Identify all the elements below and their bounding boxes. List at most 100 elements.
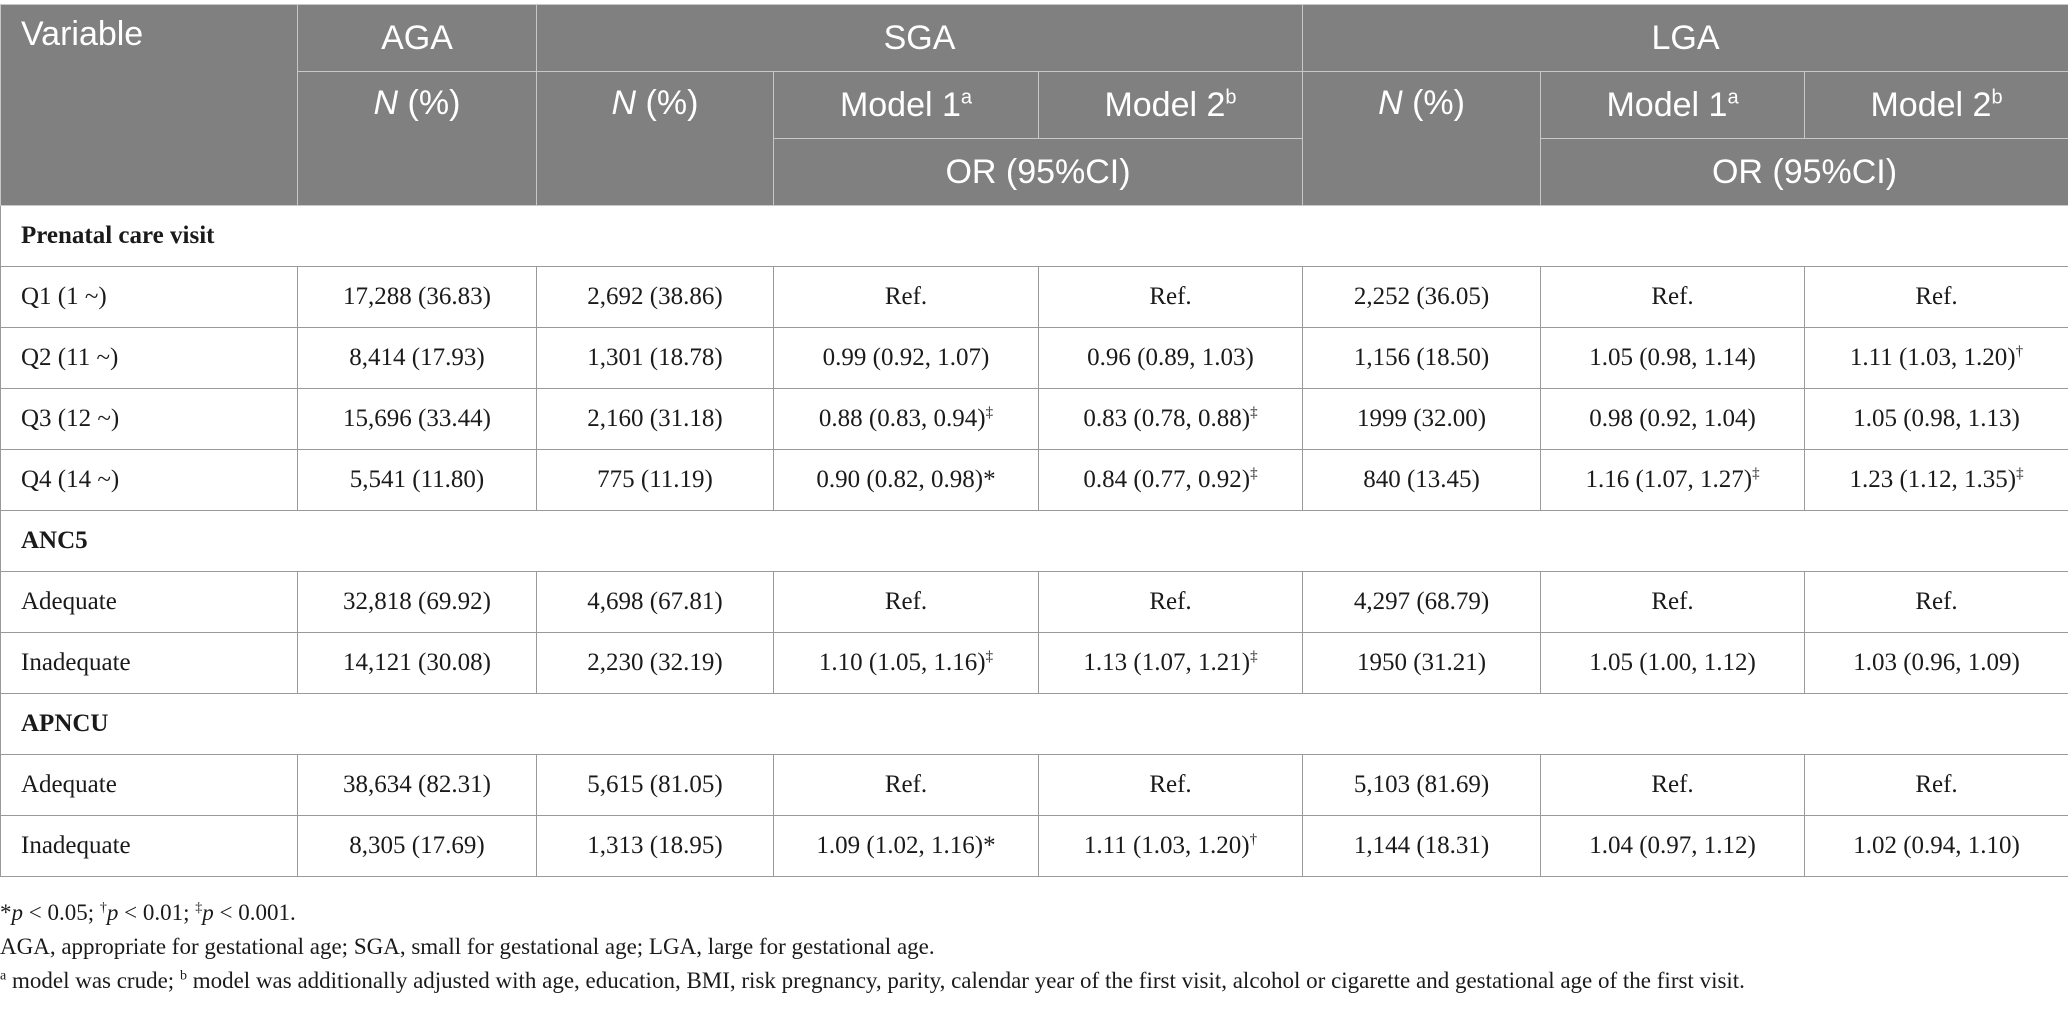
footnote-a-mark: a xyxy=(960,86,973,109)
significance-mark: ‡ xyxy=(1752,465,1760,482)
cell-value: 5,541 (11.80) xyxy=(349,466,485,493)
sga-n-cell: 1,313 (18.95) xyxy=(536,815,774,877)
cell-value: 0.88 (0.83, 0.94) xyxy=(818,405,986,432)
cell-value: 1.10 (1.05, 1.16) xyxy=(818,649,986,676)
cell-value: 14,121 (30.08) xyxy=(343,649,491,676)
sga-model2-header: Model 2b xyxy=(1037,71,1304,139)
cell-value: 1,301 (18.78) xyxy=(587,344,723,371)
sga-model1-cell: 0.90 (0.82, 0.98)* xyxy=(773,449,1039,511)
aga-n-cell: 8,414 (17.93) xyxy=(297,327,537,389)
sga-model2-cell: 0.83 (0.78, 0.88)‡ xyxy=(1037,388,1304,450)
lga-model2-cell: 1.05 (0.98, 1.13) xyxy=(1804,388,2068,450)
p2-threshold: < 0.01; xyxy=(118,900,196,925)
sga-n-cell: 1,301 (18.78) xyxy=(536,327,774,389)
significance-mark: ‡ xyxy=(2016,465,2024,482)
row-label: Adequate xyxy=(0,571,298,633)
aga-n-header: N (%) xyxy=(297,71,537,206)
lga-model2-cell: 1.02 (0.94, 1.10) xyxy=(1804,815,2068,877)
lga-n-cell: 5,103 (81.69) xyxy=(1302,754,1542,816)
lga-n-cell: 1,144 (18.31) xyxy=(1302,815,1542,877)
header-row-or: OR (95%CI) OR (95%CI) xyxy=(1,138,2068,206)
model-a-text: model was crude; xyxy=(6,968,180,993)
cell-value: 1.23 (1.12, 1.35) xyxy=(1849,466,2017,493)
cell-value: Ref. xyxy=(1915,588,1958,615)
sga-n-cell: 2,230 (32.19) xyxy=(536,632,774,694)
cell-value: 0.90 (0.82, 0.98)* xyxy=(816,466,996,493)
p2-mark: † xyxy=(99,900,107,916)
sga-header: SGA xyxy=(535,4,1304,72)
aga-n-cell: 32,818 (69.92) xyxy=(297,571,537,633)
aga-header: AGA xyxy=(297,4,537,72)
cell-value: 2,692 (38.86) xyxy=(587,283,723,310)
cell-value: Ref. xyxy=(1651,588,1694,615)
cell-value: 5,615 (81.05) xyxy=(587,771,723,798)
significance-mark: ‡ xyxy=(985,648,994,665)
row-label: Q2 (11 ~) xyxy=(0,327,298,389)
cell-value: 1.13 (1.07, 1.21) xyxy=(1083,649,1251,676)
cell-value: 0.98 (0.92, 1.04) xyxy=(1589,405,1756,432)
p1-threshold: < 0.05; xyxy=(23,900,100,925)
lga-model2-header: Model 2b xyxy=(1804,71,2068,139)
cell-value: 775 (11.19) xyxy=(597,466,713,493)
cell-value: Ref. xyxy=(1651,283,1694,310)
lga-model2-cell: 1.03 (0.96, 1.09) xyxy=(1804,632,2068,694)
model2-label: Model 2 xyxy=(1870,85,1992,124)
cell-value: 0.84 (0.77, 0.92) xyxy=(1083,466,1251,493)
lga-model2-cell: Ref. xyxy=(1804,571,2068,633)
cell-value: 840 (13.45) xyxy=(1363,466,1480,493)
p-letter: p xyxy=(202,900,214,925)
aga-n-cell: 17,288 (36.83) xyxy=(297,266,537,328)
section-title: Prenatal care visit xyxy=(0,205,2068,267)
sga-model1-cell: Ref. xyxy=(773,266,1039,328)
model1-label: Model 1 xyxy=(839,85,961,124)
table-row: Q2 (11 ~) 8,414 (17.93) 1,301 (18.78) 0.99 … xyxy=(0,327,2068,389)
model-b-mark: b xyxy=(179,968,187,984)
cell-value: 0.96 (0.89, 1.03) xyxy=(1087,344,1254,371)
sga-model2-cell: 1.13 (1.07, 1.21)‡ xyxy=(1037,632,1304,694)
cell-value: Ref. xyxy=(884,283,928,310)
cell-value: Ref. xyxy=(1149,771,1192,798)
row-label: Q3 (12 ~) xyxy=(0,388,298,450)
cell-value: 4,297 (68.79) xyxy=(1353,588,1490,615)
cell-value: 17,288 (36.83) xyxy=(343,283,491,310)
section-row: ANC5 xyxy=(0,510,2068,572)
table-row: Q1 (1 ~) 17,288 (36.83) 2,692 (38.86) Ref. R… xyxy=(0,266,2068,328)
cell-value: 0.83 (0.78, 0.88) xyxy=(1083,405,1251,432)
cell-value: 2,252 (36.05) xyxy=(1353,283,1490,310)
section-title: ANC5 xyxy=(0,510,2068,572)
cell-value: 1.11 (1.03, 1.20) xyxy=(1083,832,1250,859)
cell-value: 2,230 (32.19) xyxy=(587,649,723,676)
model2-label: Model 2 xyxy=(1104,85,1226,124)
sga-model1-cell: 1.10 (1.05, 1.16)‡ xyxy=(773,632,1039,694)
p3-mark: ‡ xyxy=(195,900,203,916)
results-table: Variable AGA SGA LGA N (%) N (%) Model 1… xyxy=(0,4,2068,877)
cell-value: 5,103 (81.69) xyxy=(1353,771,1490,798)
cell-value: Ref. xyxy=(1915,283,1958,310)
variable-header: Variable xyxy=(0,4,298,206)
table-row: Inadequate 8,305 (17.69) 1,313 (18.95) 1.09… xyxy=(0,815,2068,877)
cell-value: 1.05 (0.98, 1.13) xyxy=(1853,405,2020,432)
significance-mark: ‡ xyxy=(1250,404,1258,421)
model-note: a model was crude; b model was additiona… xyxy=(0,964,2060,998)
lga-model2-cell: 1.23 (1.12, 1.35)‡ xyxy=(1804,449,2068,511)
sga-n-cell: 2,160 (31.18) xyxy=(536,388,774,450)
cell-value: 1.03 (0.96, 1.09) xyxy=(1853,649,2020,676)
n-label: N xyxy=(611,84,637,122)
sga-model1-cell: Ref. xyxy=(773,754,1039,816)
cell-value: Ref. xyxy=(884,588,928,615)
table-body: Prenatal care visit Q1 (1 ~) 17,288 (36.83… xyxy=(0,205,2068,877)
table-row: Q4 (14 ~) 5,541 (11.80) 775 (11.19) 0.90 (0… xyxy=(0,449,2068,511)
aga-n-cell: 38,634 (82.31) xyxy=(297,754,537,816)
sga-model2-cell: 1.11 (1.03, 1.20)† xyxy=(1037,815,1304,877)
lga-n-cell: 1,156 (18.50) xyxy=(1302,327,1542,389)
header-row-subgroups: N (%) N (%) Model 1a Model 2b N (%) Mode… xyxy=(1,71,2068,206)
section-row: Prenatal care visit xyxy=(0,205,2068,267)
cell-value: 15,696 (33.44) xyxy=(343,405,491,432)
header-row-groups: Variable AGA SGA LGA xyxy=(0,4,2068,206)
n-label: N xyxy=(373,84,399,122)
footnote-a-mark: a xyxy=(1727,86,1739,109)
sga-model1-header: Model 1a xyxy=(773,71,1039,139)
lga-n-header: N (%) xyxy=(1302,71,1542,206)
aga-n-cell: 14,121 (30.08) xyxy=(297,632,537,694)
